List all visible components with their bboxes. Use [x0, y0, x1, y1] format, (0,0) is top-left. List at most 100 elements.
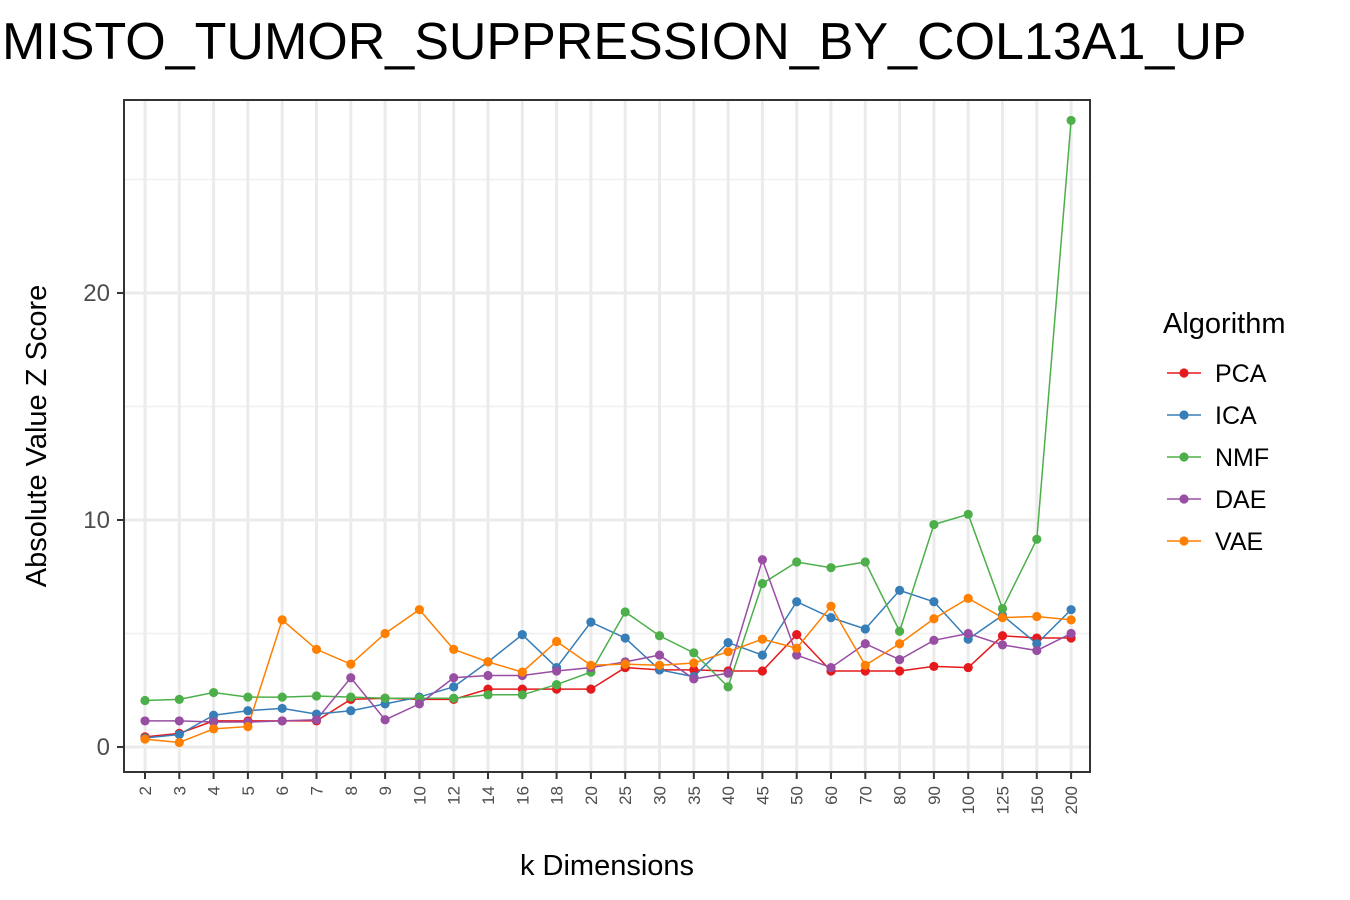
data-point-nmf [929, 519, 939, 530]
y-tick-label: 0 [97, 734, 110, 761]
data-point-vae [311, 644, 322, 655]
data-point-nmf [860, 557, 870, 567]
x-tick-label: 125 [994, 786, 1013, 814]
data-point-ica [277, 703, 287, 714]
data-point-ica [243, 706, 253, 716]
data-point-pca [929, 661, 939, 672]
data-point-dae [1032, 645, 1042, 656]
legend-key-point [1179, 410, 1189, 420]
x-axis-title: k Dimensions [520, 850, 694, 882]
data-point-ica [449, 682, 459, 692]
x-tick-label: 2 [136, 786, 155, 795]
data-point-vae [620, 659, 630, 669]
data-point-nmf [723, 682, 733, 692]
data-point-nmf [1032, 534, 1042, 544]
data-point-pca [895, 666, 905, 676]
data-point-dae [140, 716, 150, 726]
data-point-nmf [826, 563, 836, 573]
data-point-vae [1066, 615, 1076, 625]
data-point-ica [209, 710, 219, 720]
data-point-dae [723, 668, 733, 678]
series-line-nmf [144, 120, 1072, 702]
data-point-vae [929, 614, 939, 624]
data-point-pca [689, 665, 699, 675]
x-tick-label: 25 [616, 786, 635, 805]
data-point-pca [997, 631, 1008, 641]
data-point-nmf [963, 509, 973, 519]
data-point-nmf [209, 687, 219, 698]
data-point-nmf [346, 692, 356, 702]
data-point-dae [792, 650, 802, 660]
data-point-vae [517, 667, 527, 677]
x-tick-label: 200 [1062, 786, 1081, 814]
legend-label-dae: DAE [1215, 486, 1266, 514]
x-tick-label: 12 [445, 786, 464, 805]
x-tick-label: 9 [376, 786, 395, 795]
data-point-dae [209, 717, 219, 727]
data-point-vae [140, 734, 150, 744]
x-tick-label: 40 [719, 786, 738, 805]
x-tick-label: 30 [651, 786, 670, 805]
data-point-nmf [997, 603, 1008, 614]
y-axis-title: Absolute Value Z Score [21, 285, 53, 588]
data-point-ica [1032, 639, 1042, 649]
x-tick-label: 8 [342, 786, 361, 795]
data-point-dae [757, 555, 768, 565]
legend: Algorithm PCA ICA NMF DAE VAE [1163, 308, 1286, 556]
data-point-dae [380, 715, 390, 725]
legend-key-point [1179, 536, 1189, 546]
data-point-dae [346, 673, 356, 683]
data-point-vae [209, 724, 219, 734]
data-point-vae [414, 605, 424, 615]
data-point-dae [277, 716, 287, 726]
x-tick-label: 5 [239, 786, 258, 795]
data-point-vae [757, 634, 768, 644]
data-point-ica [826, 613, 836, 623]
y-tick-label: 20 [83, 280, 110, 307]
data-point-dae [174, 716, 184, 726]
x-tick-label: 150 [1028, 786, 1047, 814]
data-point-ica [174, 729, 184, 740]
legend-key-point [1179, 494, 1189, 504]
data-point-dae [826, 662, 836, 673]
series-line-ica [144, 589, 1072, 739]
data-point-nmf [1066, 115, 1076, 126]
data-point-nmf [654, 631, 665, 641]
data-point-vae [1032, 611, 1042, 622]
data-point-nmf [792, 557, 802, 567]
x-tick-label: 100 [959, 786, 978, 814]
data-point-vae [895, 639, 905, 649]
data-point-ica [723, 637, 733, 648]
data-point-pca [757, 666, 768, 676]
legend-key-point [1179, 368, 1189, 378]
data-point-ica [860, 624, 870, 634]
data-point-dae [895, 655, 905, 665]
series-layer [140, 115, 1076, 748]
x-tick-label: 20 [582, 786, 601, 805]
data-point-nmf [140, 695, 150, 706]
data-point-dae [414, 699, 424, 709]
data-point-pca [792, 630, 802, 640]
data-point-nmf [277, 692, 287, 702]
x-tick-label: 80 [891, 786, 910, 805]
data-point-vae [380, 628, 390, 639]
data-point-ica [586, 617, 596, 627]
data-point-nmf [449, 693, 459, 703]
data-point-dae [654, 650, 665, 660]
y-tick-label: 10 [83, 507, 110, 534]
data-point-nmf [380, 693, 390, 703]
legend-key-point [1179, 452, 1189, 462]
data-point-nmf [757, 578, 768, 589]
plot-panel-border [123, 99, 1091, 773]
data-point-dae [963, 628, 973, 639]
data-point-pca [586, 684, 596, 694]
data-point-nmf [552, 679, 562, 690]
x-tick-label: 4 [205, 786, 224, 795]
x-tick-label: 60 [822, 786, 841, 805]
data-point-nmf [689, 648, 699, 658]
data-point-vae [963, 593, 973, 603]
chart-title: MISTO_TUMOR_SUPPRESSION_BY_COL13A1_UP [2, 13, 1247, 71]
data-point-ica [620, 633, 630, 643]
data-point-dae [449, 673, 459, 683]
